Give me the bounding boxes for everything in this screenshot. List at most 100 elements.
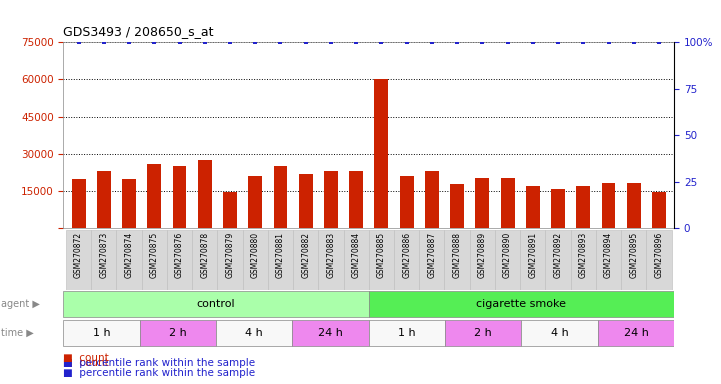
Text: GSM270887: GSM270887 (428, 232, 436, 278)
Bar (368, 230, 394, 290)
Bar (318, 230, 343, 290)
Text: GSM270889: GSM270889 (478, 232, 487, 278)
Point (199, 39, 211, 45)
Bar (551, 189, 565, 228)
Point (578, 39, 589, 45)
Bar (646, 230, 671, 290)
Bar (445, 320, 521, 346)
Text: GSM270896: GSM270896 (655, 232, 663, 278)
Text: GSM270883: GSM270883 (327, 232, 335, 278)
Text: GSM270886: GSM270886 (402, 232, 411, 278)
Text: 2 h: 2 h (169, 328, 187, 338)
Bar (425, 171, 439, 228)
Point (376, 39, 387, 45)
Text: GSM270880: GSM270880 (251, 232, 260, 278)
Text: GSM270872: GSM270872 (74, 232, 83, 278)
Bar (248, 176, 262, 228)
Text: ■  count: ■ count (63, 358, 109, 368)
Bar (521, 320, 598, 346)
Point (300, 39, 311, 45)
Point (174, 39, 185, 45)
Text: ■  count: ■ count (63, 353, 109, 363)
Text: GSM270881: GSM270881 (276, 232, 285, 278)
Text: GSM270875: GSM270875 (150, 232, 159, 278)
Bar (324, 171, 338, 228)
Bar (520, 230, 545, 290)
Text: time ▶: time ▶ (1, 328, 34, 338)
Bar (368, 320, 445, 346)
Bar (122, 179, 136, 228)
Text: GSM270884: GSM270884 (352, 232, 360, 278)
Text: GSM270873: GSM270873 (99, 232, 108, 278)
Bar (298, 174, 313, 228)
Bar (545, 230, 570, 290)
Bar (394, 230, 419, 290)
Point (628, 39, 640, 45)
Bar (526, 186, 540, 228)
Bar (450, 184, 464, 228)
Bar (273, 166, 288, 228)
Bar (500, 177, 515, 228)
Text: GSM270891: GSM270891 (528, 232, 537, 278)
Bar (242, 230, 268, 290)
Point (401, 39, 412, 45)
Point (73, 39, 84, 45)
Bar (167, 230, 192, 290)
Bar (293, 320, 368, 346)
Text: GSM270895: GSM270895 (629, 232, 638, 278)
Bar (218, 230, 242, 290)
Text: 4 h: 4 h (245, 328, 263, 338)
Bar (147, 164, 162, 228)
Bar (343, 230, 368, 290)
Point (123, 39, 135, 45)
Bar (419, 230, 444, 290)
Text: 1 h: 1 h (93, 328, 110, 338)
Bar (66, 230, 91, 290)
Text: 4 h: 4 h (551, 328, 568, 338)
Bar (198, 160, 212, 228)
Text: GSM270892: GSM270892 (554, 232, 562, 278)
Bar (374, 79, 389, 228)
Bar (192, 230, 217, 290)
Bar (470, 230, 495, 290)
Bar (598, 320, 674, 346)
Text: GSM270874: GSM270874 (125, 232, 133, 278)
Point (527, 39, 539, 45)
Bar (368, 291, 674, 317)
Text: 1 h: 1 h (398, 328, 416, 338)
Text: GSM270894: GSM270894 (604, 232, 613, 278)
Text: GSM270890: GSM270890 (503, 232, 512, 278)
Bar (223, 192, 237, 228)
Text: 24 h: 24 h (318, 328, 343, 338)
Bar (349, 171, 363, 228)
Bar (444, 230, 470, 290)
Bar (399, 176, 414, 228)
Text: GSM270879: GSM270879 (226, 232, 234, 278)
Point (451, 39, 463, 45)
Bar (117, 230, 141, 290)
Bar (172, 166, 187, 228)
Point (502, 39, 513, 45)
Point (603, 39, 614, 45)
Point (149, 39, 160, 45)
Point (477, 39, 488, 45)
Point (249, 39, 261, 45)
Bar (576, 186, 590, 228)
Bar (495, 230, 520, 290)
Text: 2 h: 2 h (474, 328, 492, 338)
Text: GSM270885: GSM270885 (377, 232, 386, 278)
Bar (570, 230, 596, 290)
Bar (216, 320, 293, 346)
Bar (293, 230, 319, 290)
Text: agent ▶: agent ▶ (1, 299, 40, 310)
Point (552, 39, 564, 45)
Text: ■  percentile rank within the sample: ■ percentile rank within the sample (63, 358, 255, 368)
Bar (63, 291, 368, 317)
Text: control: control (197, 299, 236, 310)
Point (325, 39, 337, 45)
Point (98, 39, 110, 45)
Text: GSM270882: GSM270882 (301, 232, 310, 278)
Text: GSM270878: GSM270878 (200, 232, 209, 278)
Bar (601, 182, 616, 228)
Text: GSM270888: GSM270888 (453, 232, 461, 278)
